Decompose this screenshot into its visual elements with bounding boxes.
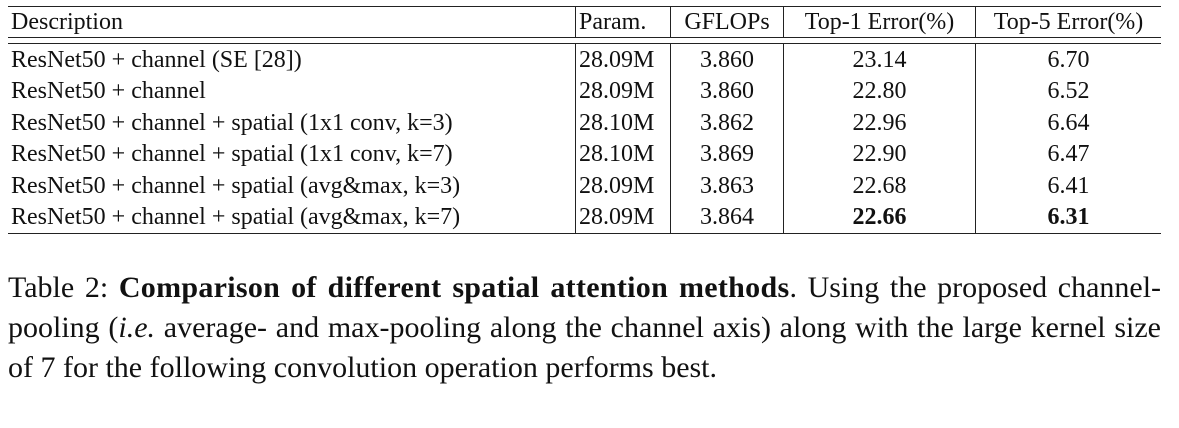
cell-param: 28.10M: [575, 138, 671, 170]
table-body: ResNet50 + channel (SE [28]) 28.09M 3.86…: [8, 43, 1161, 234]
cell-description: ResNet50 + channel + spatial (avg&max, k…: [8, 201, 576, 234]
header-top1: Top-1 Error(%): [783, 6, 976, 38]
cell-param: 28.09M: [575, 201, 671, 234]
header-param: Param.: [575, 6, 671, 38]
cell-description: ResNet50 + channel (SE [28]): [11, 46, 302, 73]
table-row: ResNet50 + channel (SE [28]) 28.09M 3.86…: [8, 43, 1161, 76]
cell-top5: 6.41: [975, 170, 1161, 202]
cell-top1: 22.68: [783, 170, 976, 202]
cell-gflops: 3.864: [670, 201, 784, 234]
caption-title: Comparison of different spatial attentio…: [118, 271, 790, 304]
cell-description: ResNet50 + channel + spatial (1x1 conv, …: [11, 141, 453, 168]
table-caption: Table 2: Comparison of different spatial…: [8, 268, 1161, 388]
table-row: ResNet50 + channel + spatial (avg&max, k…: [8, 170, 1161, 202]
cell-param: 28.09M: [575, 75, 671, 107]
cell-top5: 6.52: [975, 75, 1161, 107]
cell-param: 28.10M: [575, 107, 671, 139]
results-table: Description Param. GFLOPs Top-1 Error(%)…: [8, 6, 1161, 234]
caption-text-1: . Using the proposed channel-pooling (: [8, 271, 1162, 344]
cell-top1: 22.90: [783, 138, 976, 170]
table-header: Description Param. GFLOPs Top-1 Error(%)…: [8, 6, 1161, 44]
caption-label: Table 2:: [8, 271, 109, 304]
table-row: ResNet50 + channel + spatial (avg&max, k…: [8, 201, 1161, 234]
cell-top1: 23.14: [783, 43, 976, 76]
cell-description: ResNet50 + channel + spatial (avg&max, k…: [11, 172, 461, 199]
header-description: Description: [8, 6, 576, 38]
cell-top1: 22.80: [783, 75, 976, 107]
header-row: Description Param. GFLOPs Top-1 Error(%)…: [8, 6, 1161, 38]
header-gflops: GFLOPs: [670, 6, 784, 38]
table-row: ResNet50 + channel + spatial (1x1 conv, …: [8, 107, 1161, 139]
cell-description: ResNet50 + channel + spatial (1x1 conv, …: [11, 109, 453, 136]
cell-top1-best: 22.66: [783, 201, 976, 234]
cell-param: 28.09M: [575, 170, 671, 202]
cell-gflops: 3.860: [670, 43, 784, 76]
caption-text-2: average- and max-pooling along the chann…: [8, 311, 1161, 384]
cell-description: ResNet50 + channel: [11, 78, 206, 105]
cell-gflops: 3.863: [670, 170, 784, 202]
cell-param: 28.09M: [575, 43, 671, 76]
cell-top5: 6.70: [975, 43, 1161, 76]
table-row: ResNet50 + channel 28.09M 3.860 22.80 6.…: [8, 75, 1161, 107]
cell-gflops: 3.860: [670, 75, 784, 107]
header-top5: Top-5 Error(%): [975, 6, 1161, 38]
table-row: ResNet50 + channel + spatial (1x1 conv, …: [8, 138, 1161, 170]
cell-gflops: 3.862: [670, 107, 784, 139]
cell-top5: 6.47: [975, 138, 1161, 170]
header-gap: [8, 37, 1161, 44]
cell-gflops: 3.869: [670, 138, 784, 170]
cell-top5: 6.64: [975, 107, 1161, 139]
caption-italic: i.e.: [118, 311, 156, 344]
cell-top1: 22.96: [783, 107, 976, 139]
cell-top5-best: 6.31: [975, 201, 1161, 234]
